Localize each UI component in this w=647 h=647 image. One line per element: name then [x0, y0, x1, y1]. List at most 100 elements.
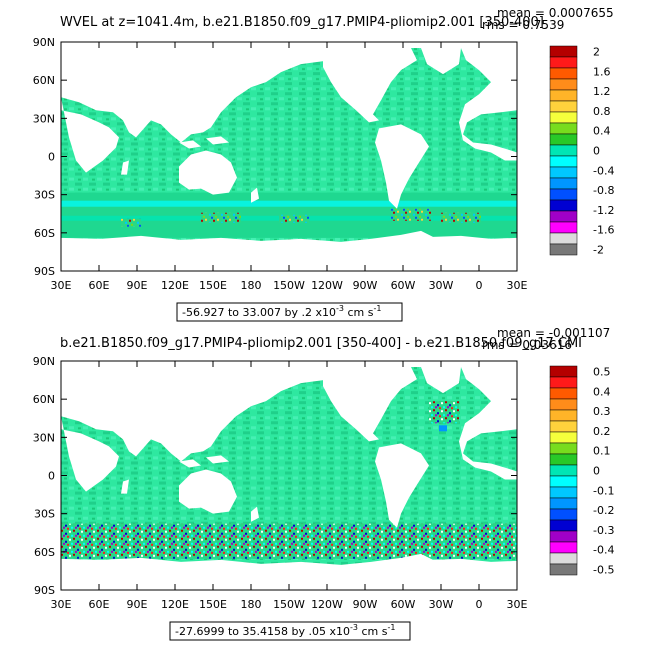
colorbar-swatch: [549, 45, 578, 58]
panel-1-mean: mean = 0.0007655: [497, 6, 614, 20]
colorbar-swatch: [549, 442, 578, 455]
colorbar-swatch: [549, 199, 578, 212]
colorbar-label: 0.4: [593, 125, 611, 138]
colorbar-label: -1.6: [593, 224, 614, 237]
panel-1-range-label: -56.927 to 33.007 by .2 x10-3 cm s-1: [176, 302, 403, 322]
colorbar-swatch: [549, 376, 578, 389]
x-tick-label: 120E: [161, 279, 189, 292]
y-tick-label: 90S: [34, 265, 55, 278]
x-tick-label: 30E: [507, 598, 528, 611]
x-tick-label: 150E: [199, 279, 227, 292]
colorbar-swatch: [549, 398, 578, 411]
colorbar-label: -0.8: [593, 184, 614, 197]
y-tick-label: 30S: [34, 189, 55, 202]
x-tick-label: 120E: [161, 598, 189, 611]
colorbar-label: 1.6: [593, 65, 611, 78]
y-tick-label: 90N: [33, 36, 55, 49]
colorbar-label: -0.4: [593, 164, 614, 177]
colorbar-swatch: [549, 144, 578, 157]
x-tick-label: 30E: [51, 598, 72, 611]
panel-2-range-label: -27.6999 to 35.4158 by .05 x10-3 cm s-1: [169, 621, 411, 641]
colorbar-swatch: [549, 486, 578, 499]
colorbar-swatch: [549, 541, 578, 554]
colorbar-swatch: [549, 122, 578, 135]
colorbar-label: 0.8: [593, 105, 611, 118]
colorbar-label: -0.3: [593, 524, 614, 537]
colorbar-swatch: [549, 497, 578, 510]
x-tick-label: 60E: [89, 598, 110, 611]
y-tick-label: 90S: [34, 584, 55, 597]
x-tick-label: 0: [476, 279, 483, 292]
panel-1-map: [61, 42, 517, 271]
y-tick-label: 60N: [33, 74, 55, 87]
x-tick-label: 60W: [391, 598, 416, 611]
colorbar-swatch: [549, 420, 578, 433]
colorbar-label: -0.2: [593, 504, 614, 517]
colorbar-label: 0: [593, 465, 600, 478]
colorbar-swatch: [549, 508, 578, 521]
x-tick-label: 150W: [273, 598, 305, 611]
colorbar-label: -1.2: [593, 204, 614, 217]
colorbar-label: 0.1: [593, 445, 611, 458]
colorbar-label: 0: [593, 145, 600, 158]
colorbar-swatch: [549, 221, 578, 234]
x-tick-label: 90W: [353, 598, 378, 611]
colorbar-swatch: [549, 56, 578, 69]
panel-2: b.e21.B1850.f09_g17.PMIP4-pliomip2.001 […: [33, 326, 614, 641]
x-tick-label: 90E: [127, 598, 148, 611]
x-tick-label: 30E: [51, 279, 72, 292]
y-tick-label: 90N: [33, 355, 55, 368]
colorbar-swatch: [549, 453, 578, 466]
colorbar-label: 0.5: [593, 366, 611, 379]
panel-1-x-axis: 30E 60E 90E 120E 150E 180 150W 120W 90W 60W 30W 0 30…: [51, 42, 528, 292]
x-tick-label: 30E: [507, 279, 528, 292]
panel-1-y-axis: 90N 60N 30N 0 30S 60S 90S: [33, 36, 517, 278]
colorbar-label: 2: [593, 46, 600, 59]
x-tick-label: 150E: [199, 598, 227, 611]
colorbar-swatch: [549, 409, 578, 422]
y-tick-label: 60S: [34, 546, 55, 559]
y-tick-label: 0: [48, 470, 55, 483]
colorbar-label: 1.2: [593, 85, 611, 98]
colorbar-swatch: [549, 464, 578, 477]
colorbar-swatch: [549, 552, 578, 565]
x-tick-label: 60W: [391, 279, 416, 292]
x-tick-label: 120W: [311, 598, 343, 611]
colorbar-swatch: [549, 232, 578, 245]
colorbar-swatch: [549, 563, 578, 576]
colorbar-swatch: [549, 431, 578, 444]
colorbar-swatch: [549, 188, 578, 201]
colorbar-swatch: [549, 519, 578, 532]
y-tick-label: 60S: [34, 227, 55, 240]
panel-2-colorbar: 0.5 0.4 0.3 0.2 0.1 0 -0.1 -0.2 -0.3 -0.4 -0.5: [549, 365, 614, 577]
x-tick-label: 180: [241, 279, 262, 292]
colorbar-label: -2: [593, 244, 604, 257]
y-tick-label: 30N: [33, 112, 55, 125]
colorbar-swatch: [549, 365, 578, 378]
panel-1: WVEL at z=1041.4m, b.e21.B1850.f09_g17.P…: [33, 6, 614, 322]
y-tick-label: 30S: [34, 508, 55, 521]
colorbar-swatch: [549, 100, 578, 113]
colorbar-label: 0.4: [593, 385, 611, 398]
x-tick-label: 180: [241, 598, 262, 611]
colorbar-swatch: [549, 78, 578, 91]
y-tick-label: 60N: [33, 393, 55, 406]
colorbar-swatch: [549, 530, 578, 543]
panel-2-mean: mean = -0.001107: [497, 326, 610, 340]
panel-2-rms: rms = 0.03616: [482, 338, 572, 352]
colorbar-label: 0.3: [593, 405, 611, 418]
panel-1-colorbar: 2 1.6 1.2 0.8 0.4 0 -0.4 -0.8 -1.2 -1.6 -2: [549, 45, 614, 257]
svg-text:-27.6999 to 35.4158 by .05 x10: -27.6999 to 35.4158 by .05 x10-3 cm s-1: [175, 623, 395, 638]
colorbar-label: -0.4: [593, 544, 614, 557]
colorbar-swatch: [549, 243, 578, 256]
colorbar-swatch: [549, 133, 578, 146]
panel-2-map: [61, 361, 517, 590]
colorbar-swatch: [549, 166, 578, 179]
panel-1-rms: rms = 0.7539: [482, 18, 564, 32]
panel-2-y-axis: 90N 60N 30N 0 30S 60S 90S: [33, 355, 517, 597]
colorbar-swatch: [549, 67, 578, 80]
colorbar-label: -0.5: [593, 564, 614, 577]
colorbar-label: 0.2: [593, 425, 611, 438]
colorbar-swatch: [549, 111, 578, 124]
